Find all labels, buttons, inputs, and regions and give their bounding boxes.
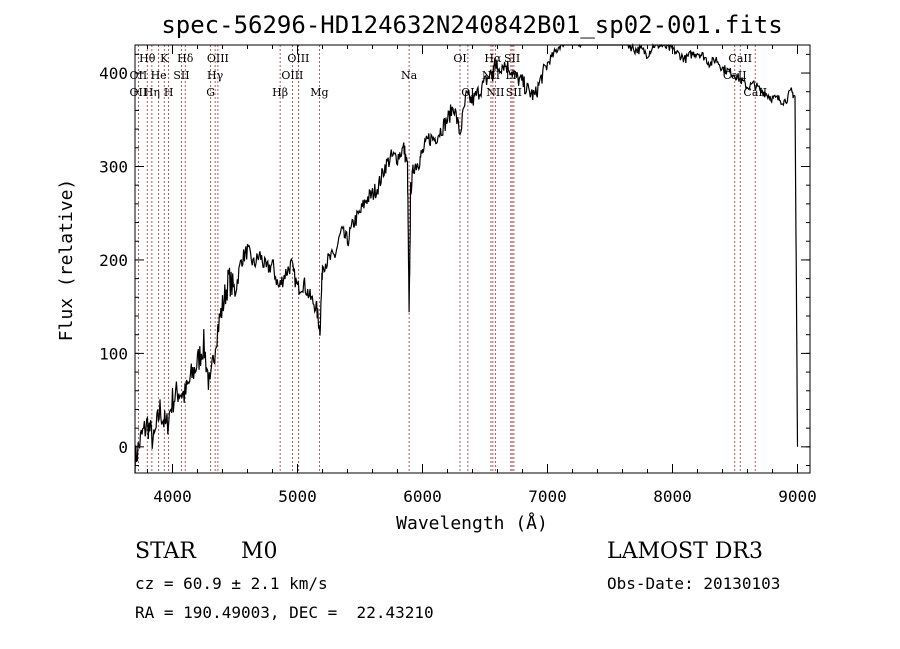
line-label: NII <box>486 86 504 99</box>
line-label: Li <box>505 69 516 82</box>
x-tick-label: 8000 <box>653 487 692 506</box>
line-label: Hδ <box>177 52 194 65</box>
chart-title: spec-56296-HD124632N240842B01_sp02-001.f… <box>161 11 782 39</box>
obs-date: Obs-Date: 20130103 <box>607 574 781 593</box>
line-label: Hγ <box>207 69 224 82</box>
survey-name: LAMOST DR3 <box>607 539 763 564</box>
line-label: OII <box>130 69 148 82</box>
line-label: K <box>160 52 169 65</box>
line-label: He <box>151 69 167 82</box>
y-tick-label: 400 <box>99 64 128 83</box>
line-label: Hθ <box>139 52 156 65</box>
object-subclass: M0 <box>241 539 278 564</box>
line-label: OIII <box>287 52 309 65</box>
line-label: OI <box>453 52 466 65</box>
x-tick-label: 5000 <box>278 487 317 506</box>
spectral-line-markers <box>137 45 756 473</box>
x-tick-label: 7000 <box>528 487 567 506</box>
line-label: Mg <box>310 86 328 99</box>
object-class: STAR <box>135 539 196 564</box>
line-label: Hα <box>484 52 502 65</box>
x-axis-label: Wavelength (Å) <box>396 512 548 534</box>
x-tick-label: 6000 <box>403 487 442 506</box>
x-tick-label: 4000 <box>153 487 192 506</box>
line-label: SII <box>506 86 522 99</box>
line-label: SII <box>504 52 520 65</box>
coordinates: RA = 190.49003, DEC = 22.43210 <box>135 603 434 622</box>
line-label: CaII <box>728 52 752 65</box>
y-tick-label: 0 <box>118 438 128 457</box>
spectrum-line <box>134 42 799 474</box>
line-label: Hβ <box>272 86 288 99</box>
y-axis-label: Flux (relative) <box>56 179 77 342</box>
x-tick-label: 9000 <box>778 487 817 506</box>
line-label: OIII <box>207 52 229 65</box>
x-axis-ticks: 4000 5000 6000 7000 8000 9000 <box>147 45 817 506</box>
line-label: H <box>164 86 174 99</box>
line-label: Na <box>401 69 418 82</box>
redshift-value: cz = 60.9 ± 2.1 km/s <box>135 574 328 593</box>
line-label: OII <box>130 86 148 99</box>
y-axis-ticks: 0 100 200 300 400 <box>99 53 810 467</box>
plot-frame <box>134 44 811 474</box>
line-label: Hη <box>144 86 160 99</box>
y-tick-label: 300 <box>99 157 128 176</box>
y-tick-label: 200 <box>99 251 128 270</box>
line-label: OIII <box>281 69 303 82</box>
y-tick-label: 100 <box>99 344 128 363</box>
line-label: SII <box>173 69 189 82</box>
line-label: G <box>206 86 215 99</box>
